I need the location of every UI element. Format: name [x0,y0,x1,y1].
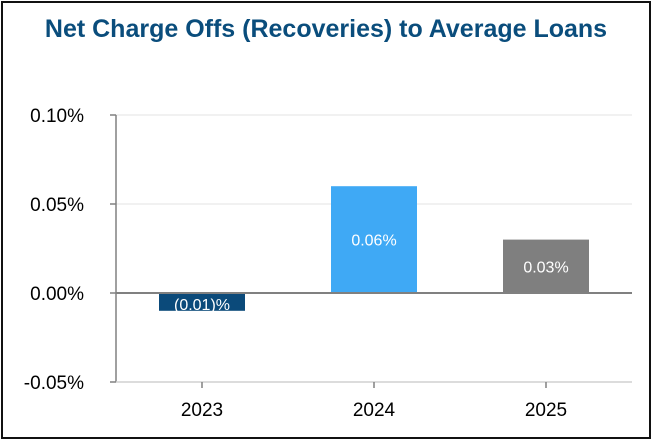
bar-2024 [331,186,417,293]
y-tick-label: 0.10% [30,106,84,127]
data-label-2023: (0.01)% [174,297,230,314]
bar-2023 [159,293,245,311]
y-tick-label: -0.05% [24,373,84,394]
y-tick-label: 0.00% [30,284,84,305]
y-tick-label: 0.05% [30,195,84,216]
data-label-2025: 0.03% [523,259,568,276]
x-tick-label: 2023 [181,400,223,421]
data-label-2024: 0.06% [351,233,396,250]
x-tick-label: 2025 [525,400,567,421]
x-tick-label: 2024 [353,400,396,421]
bar-2025 [503,239,589,293]
chart-title: Net Charge Offs (Recoveries) to Average … [44,15,608,43]
